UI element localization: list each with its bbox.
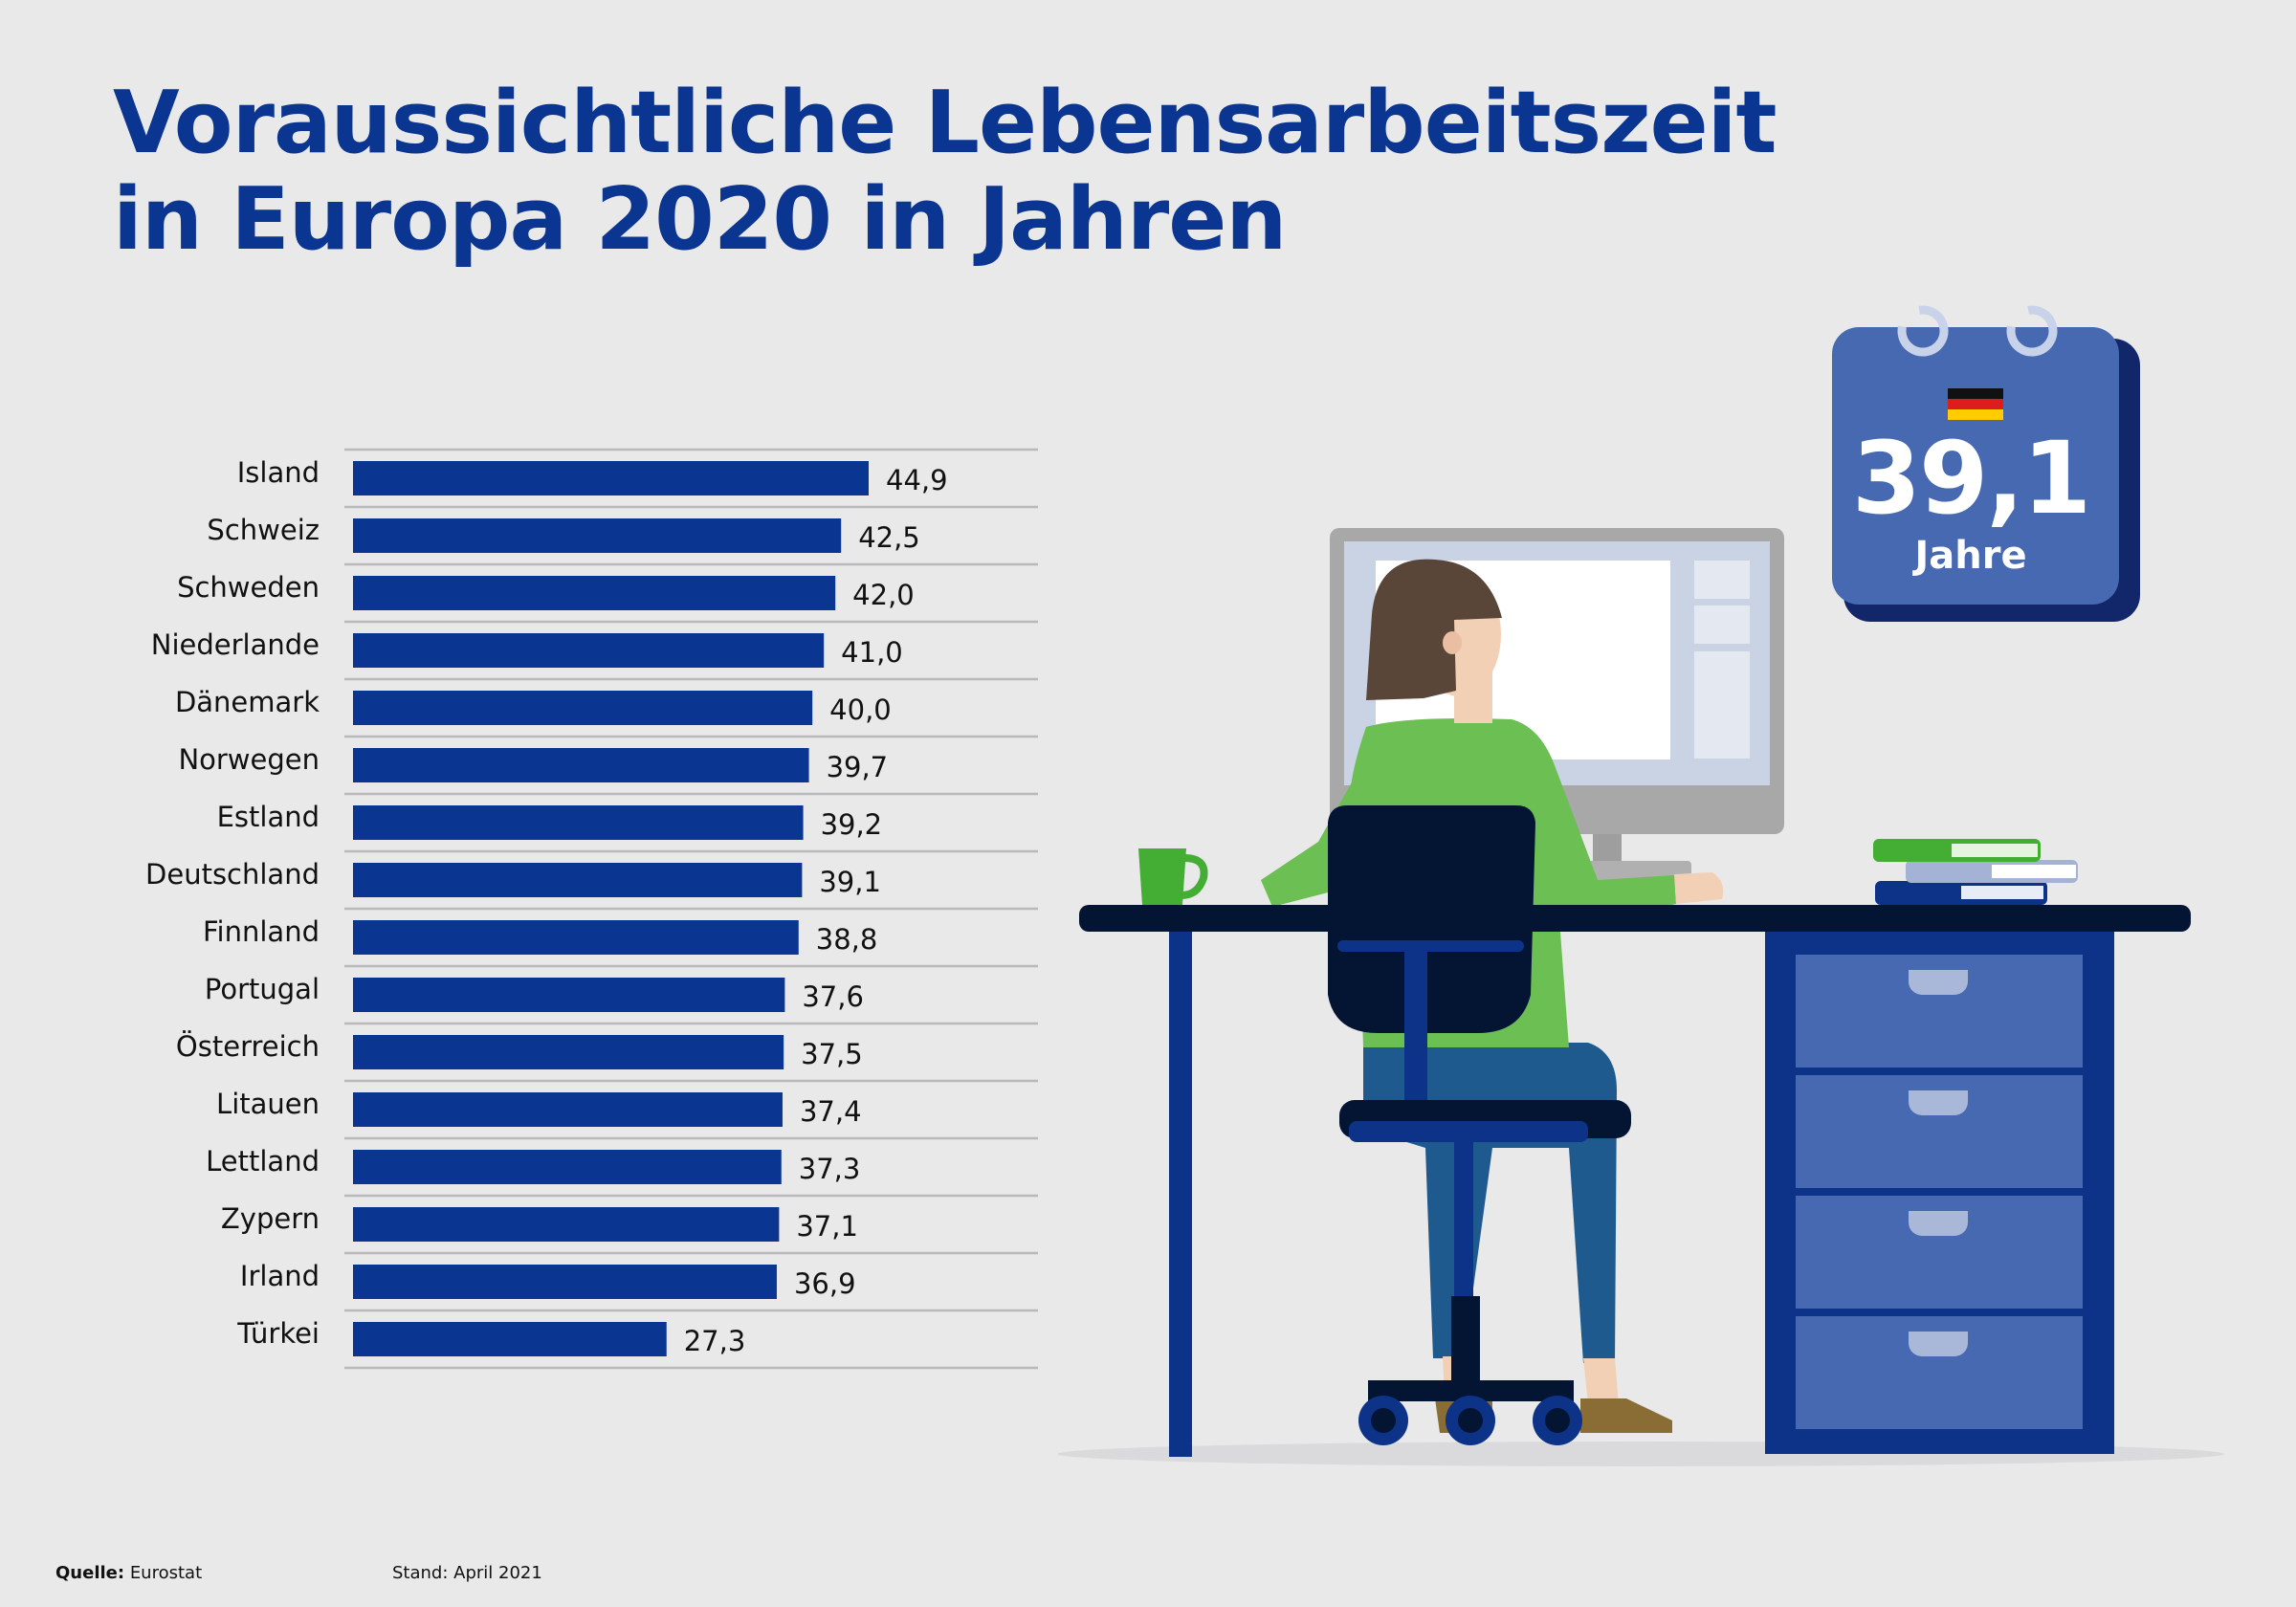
value-label: 27,3 (684, 1325, 746, 1357)
value-label: 37,4 (800, 1095, 862, 1128)
value-label: 38,8 (816, 923, 878, 956)
germany-flag-icon (1948, 388, 2003, 420)
value-label: 37,3 (799, 1153, 861, 1185)
computer-monitor (1330, 528, 1784, 890)
books-stack-icon (1873, 839, 2078, 905)
chart-title: Voraussichtliche Lebensarbeitszeit in Eu… (113, 75, 1777, 268)
source-label: Quelle: (55, 1563, 125, 1583)
bar-portugal (353, 978, 785, 1012)
value-label: 41,0 (841, 636, 903, 669)
category-label: Niederlande (151, 628, 320, 661)
value-label: 37,6 (802, 980, 864, 1013)
office-chair (1328, 805, 1631, 1445)
bar-finnland (353, 920, 799, 955)
bar-irland (353, 1265, 777, 1299)
value-label: 36,9 (794, 1267, 856, 1300)
bar-schweden (353, 576, 836, 610)
category-label: Litauen (216, 1088, 320, 1120)
category-label: Dänemark (175, 686, 320, 718)
category-label: Finnland (203, 915, 320, 948)
category-label: Zypern (221, 1202, 320, 1235)
bar-schweiz (353, 518, 842, 553)
value-label: 39,2 (821, 808, 883, 841)
value-label: 37,1 (796, 1210, 858, 1243)
value-label: 40,0 (829, 693, 892, 726)
category-label: Österreich (176, 1030, 320, 1063)
category-label: Estland (217, 801, 320, 833)
category-label: Portugal (205, 973, 320, 1005)
floor-shadow (1057, 1442, 2224, 1466)
bar-deutschland (353, 863, 803, 897)
coffee-mug-icon (1138, 848, 1208, 905)
desk-leg (1169, 926, 1192, 1457)
category-label: Norwegen (178, 743, 320, 776)
bar-chart: Island 44,9 Schweiz 42,5 Schweden 42,0 Niederl… (145, 448, 1038, 1370)
category-label: Schweiz (207, 514, 320, 546)
chart-title-line-2: in Europa 2020 in Jahren (113, 169, 1287, 270)
value-label: 39,7 (827, 751, 889, 783)
person (1261, 559, 1724, 1433)
bar-estland (353, 805, 804, 840)
source-value: Eurostat (129, 1563, 203, 1583)
value-label: 44,9 (886, 464, 948, 496)
category-label: Island (237, 456, 320, 489)
category-label: Türkei (236, 1317, 320, 1350)
value-label: 42,5 (858, 521, 920, 554)
category-label: Deutschland (145, 858, 320, 891)
date-note: Stand: April 2021 (392, 1563, 542, 1583)
value-label: 42,0 (852, 579, 915, 611)
bar-island (353, 461, 869, 495)
category-label: Lettland (206, 1145, 320, 1178)
desk-top (1079, 905, 2191, 932)
bar-dänemark (353, 691, 813, 725)
category-label: Irland (240, 1260, 320, 1292)
bar-litauen (353, 1092, 783, 1127)
value-label: 39,1 (819, 866, 881, 898)
category-label: Schweden (177, 571, 320, 604)
chart-title-line-1: Voraussichtliche Lebensarbeitszeit (113, 73, 1777, 173)
calendar-value: 39,1 (1851, 420, 2092, 537)
desk-drawer-cabinet (1765, 926, 2114, 1454)
value-label: 37,5 (801, 1038, 863, 1070)
calendar-unit: Jahre (1914, 534, 2027, 578)
source-note: Quelle: Eurostat (55, 1563, 202, 1583)
bar-lettland (353, 1150, 782, 1184)
bar-türkei (353, 1322, 667, 1356)
bar-zypern (353, 1207, 780, 1242)
bar-österreich (353, 1035, 784, 1069)
bar-niederlande (353, 633, 825, 668)
bar-norwegen (353, 748, 809, 782)
